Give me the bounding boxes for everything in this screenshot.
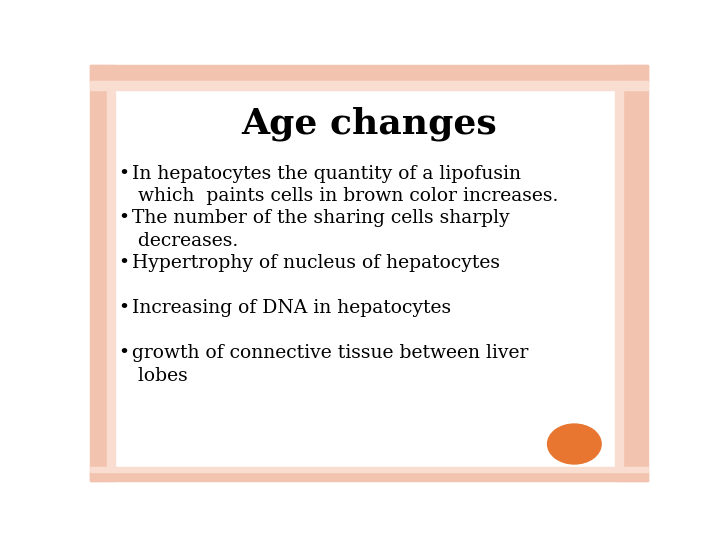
- Text: growth of connective tissue between liver
 lobes: growth of connective tissue between live…: [132, 344, 528, 385]
- Circle shape: [548, 424, 601, 464]
- Text: Age changes: Age changes: [241, 106, 497, 141]
- Text: •: •: [118, 210, 129, 227]
- Bar: [107, 65, 115, 481]
- Text: Hypertrophy of nucleus of hepatocytes: Hypertrophy of nucleus of hepatocytes: [132, 254, 500, 272]
- Bar: [90, 472, 648, 481]
- Bar: [90, 82, 648, 90]
- Bar: [90, 467, 648, 472]
- Bar: [623, 65, 648, 481]
- Text: •: •: [118, 254, 129, 272]
- Text: •: •: [118, 165, 129, 183]
- Bar: [90, 65, 648, 82]
- Bar: [615, 65, 623, 481]
- Text: The number of the sharing cells sharply
 decreases.: The number of the sharing cells sharply …: [132, 210, 510, 251]
- Text: •: •: [118, 299, 129, 318]
- Text: In hepatocytes the quantity of a lipofusin
 which  paints cells in brown color i: In hepatocytes the quantity of a lipofus…: [132, 165, 558, 206]
- Text: Increasing of DNA in hepatocytes: Increasing of DNA in hepatocytes: [132, 299, 451, 318]
- Bar: [90, 65, 107, 481]
- Text: •: •: [118, 344, 129, 362]
